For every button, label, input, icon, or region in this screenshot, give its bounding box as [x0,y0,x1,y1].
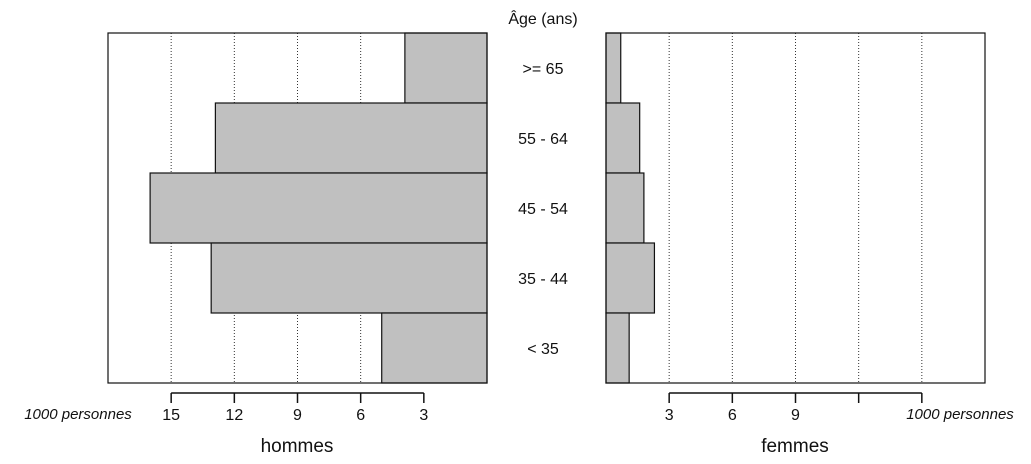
hommes-tick-label-15: 15 [162,407,180,424]
bars-layer [149,32,656,384]
hommes-tick-label-3: 3 [419,407,428,424]
hommes-bar-45-54 [149,172,488,244]
femmes-tick-label-9: 9 [791,407,800,424]
hommes-tick-label-9: 9 [293,407,302,424]
hommes-bar-65 [404,32,488,104]
category-label-65: >= 65 [523,61,564,78]
category-label-55-64: 55 - 64 [518,131,568,148]
hommes-bar-35-44 [210,242,488,314]
right-unit-label: 1000 personnes [906,406,1014,423]
femmes-bar-55-64 [605,102,641,174]
frames-layer [107,32,986,384]
femmes-bar-65 [605,32,622,104]
category-label-35-44: 35 - 44 [518,271,568,288]
left-unit-label: 1000 personnes [24,406,132,423]
axes-layer: >= 65 55 - 64 45 - 54 35 - 44 < 35 15 12 9 6 3 3 6 9 [162,61,923,424]
panel-title-hommes: hommes [261,436,334,457]
hommes-bar-35 [381,312,488,384]
hommes-bar-55-64 [214,102,488,174]
femmes-bar-35-44 [605,242,656,314]
hommes-tick-label-6: 6 [356,407,365,424]
femmes-bar-35 [605,312,630,384]
category-label-35: < 35 [527,341,559,358]
category-label-45-54: 45 - 54 [518,201,568,218]
femmes-bar-45-54 [605,172,645,244]
hommes-plot-frame [107,32,488,384]
y-axis-title: Âge (ans) [508,9,577,28]
femmes-tick-label-3: 3 [665,407,674,424]
femmes-tick-label-6: 6 [728,407,737,424]
hommes-tick-label-12: 12 [225,407,243,424]
femmes-plot-frame [605,32,986,384]
panel-title-femmes: femmes [761,436,829,457]
